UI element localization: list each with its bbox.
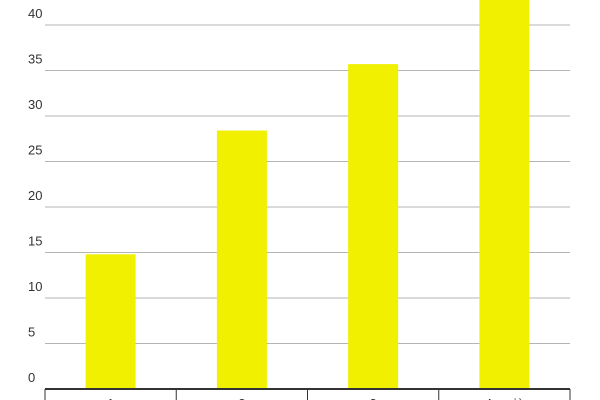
bars <box>85 0 530 389</box>
x-tick-label: 4 o più <box>485 396 524 400</box>
y-tick-label: 10 <box>28 279 42 294</box>
labels: 0 5 10 15 20 25 30 35 40 1 2 3 4 o più <box>28 6 571 400</box>
y-tick-label: 0 <box>28 370 35 385</box>
y-tick-label: 35 <box>28 52 42 67</box>
y-tick-label: 5 <box>28 325 35 340</box>
bar <box>348 64 399 389</box>
y-tick-label: 15 <box>28 234 42 249</box>
bar <box>85 254 136 389</box>
x-tick-label: 3 <box>370 396 377 400</box>
bar <box>216 130 267 389</box>
y-tick-label: 30 <box>28 97 42 112</box>
y-tick-label: 20 <box>28 188 42 203</box>
x-tick-label: 1 <box>107 396 114 400</box>
y-tick-label: 40 <box>28 6 42 21</box>
bar <box>479 0 530 389</box>
y-tick-label: 25 <box>28 143 42 158</box>
x-tick-label: 2 <box>238 396 245 400</box>
